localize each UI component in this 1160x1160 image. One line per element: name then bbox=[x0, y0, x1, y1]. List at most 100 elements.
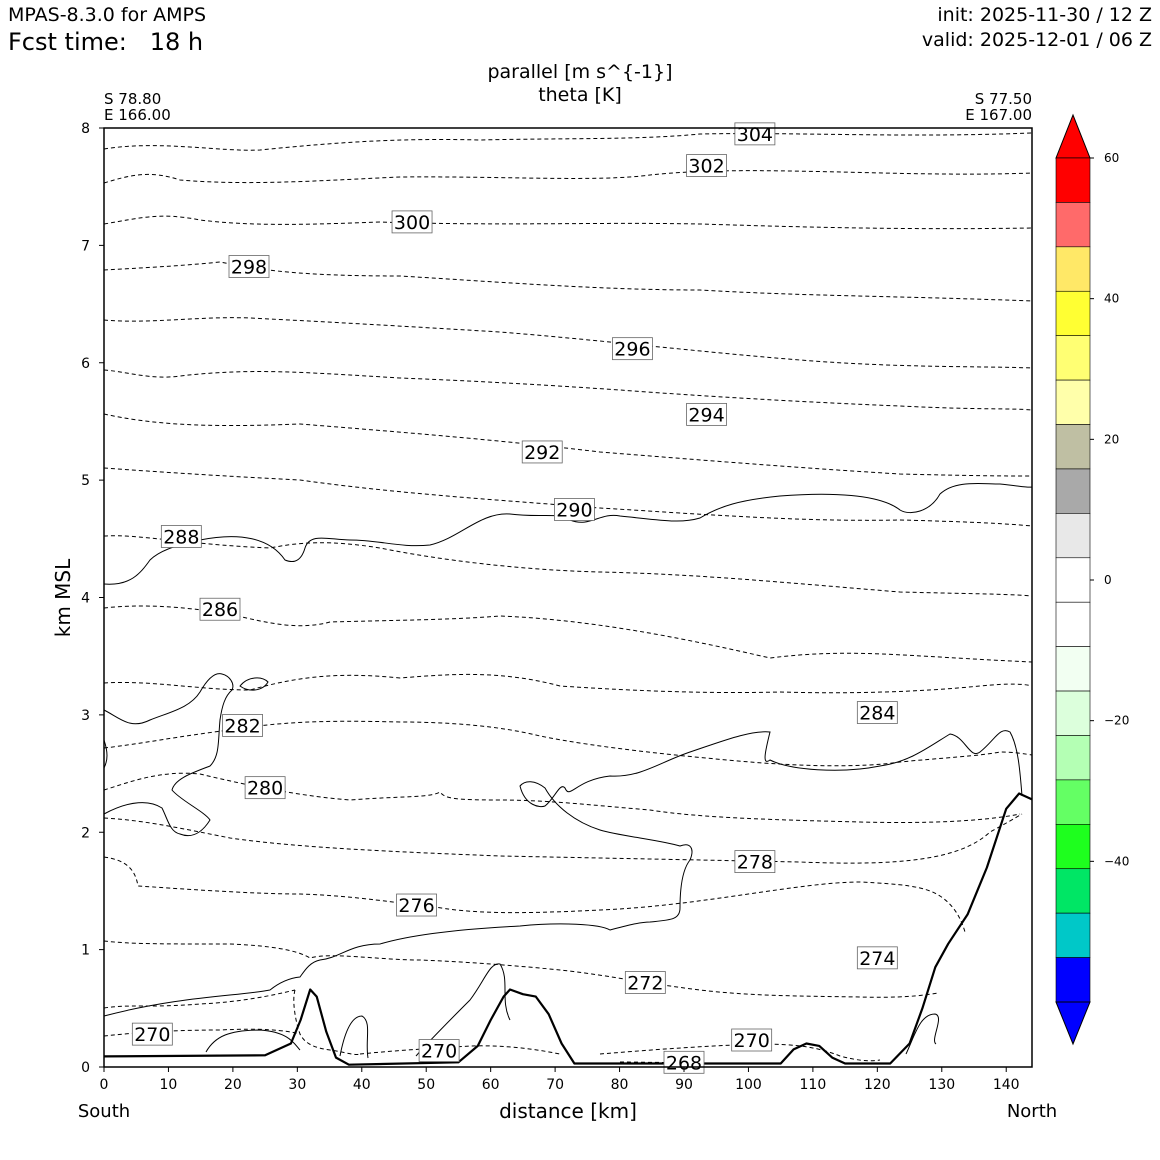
contour-label-text: 270 bbox=[734, 1030, 770, 1052]
contour-label-text: 290 bbox=[556, 499, 592, 521]
contour-label-text: 300 bbox=[394, 212, 430, 234]
y-tick-label: 6 bbox=[81, 356, 90, 372]
theta-contour-label: 270 bbox=[731, 1028, 773, 1052]
colorbar-tick-label: 20 bbox=[1104, 432, 1119, 446]
colorbar-top-arrow bbox=[1055, 113, 1091, 159]
colorbar-segment bbox=[1055, 513, 1091, 559]
x-tick-label: 90 bbox=[675, 1077, 693, 1093]
terrain-line bbox=[103, 792, 1033, 1066]
contour-label-box bbox=[160, 525, 202, 548]
theta-contour-label: 288 bbox=[160, 525, 202, 548]
contour-label-text: 272 bbox=[627, 972, 663, 994]
colorbar-segment bbox=[1055, 868, 1091, 914]
y-tick-label: 2 bbox=[81, 825, 90, 841]
colorbar-segment bbox=[1055, 779, 1091, 825]
x-tick-label: 50 bbox=[417, 1077, 435, 1093]
x-tick-label: 110 bbox=[800, 1077, 827, 1093]
x-tick-label: 100 bbox=[735, 1077, 762, 1093]
colorbar-segment bbox=[1055, 424, 1091, 470]
parallel-wind-contours bbox=[103, 482, 1033, 1059]
theta-contour-label: 278 bbox=[734, 850, 776, 874]
x-tick-label: 120 bbox=[864, 1077, 891, 1093]
contour-label-box bbox=[554, 498, 595, 521]
contour-label-text: 302 bbox=[688, 156, 724, 178]
colorbar-tick-label: 0 bbox=[1104, 573, 1112, 587]
contour-label-box bbox=[228, 255, 270, 278]
contour-label-text: 270 bbox=[421, 1041, 457, 1063]
forecast-time-value: 18 h bbox=[149, 28, 204, 56]
y-axis-label: km MSL bbox=[51, 558, 75, 637]
colorbar-segment bbox=[1055, 646, 1091, 692]
valid-time: valid: 2025-12-01 / 06 Z bbox=[921, 29, 1152, 51]
forecast-time: Fcst time: 18 h bbox=[8, 28, 203, 56]
theta-contour-label: 286 bbox=[199, 597, 241, 621]
theta-contour-labels: 304 302 300 298 296 294 292 290 288 286 284 282 280 2… bbox=[131, 122, 898, 1074]
theta-contour-label: 280 bbox=[244, 776, 286, 800]
y-tick-label: 4 bbox=[81, 591, 90, 607]
contour-label-text: 298 bbox=[231, 257, 267, 279]
contour-label-box bbox=[663, 1050, 705, 1074]
y-tick-label: 8 bbox=[81, 121, 90, 137]
y-tick-label: 1 bbox=[81, 943, 90, 959]
y-tick-label: 3 bbox=[81, 708, 90, 724]
colorbar-segment bbox=[1055, 246, 1091, 292]
contour-label-box bbox=[686, 402, 727, 426]
theta-contour-label: 268 bbox=[663, 1050, 705, 1074]
x-axis-ticks: 0 10 20 30 40 50 60 70 80 90 100 110 120 130 140 bbox=[100, 1067, 1020, 1093]
contour-label-text: 288 bbox=[163, 526, 199, 548]
x-tick-label: 10 bbox=[160, 1077, 178, 1093]
theta-contour-label: 304 bbox=[734, 122, 776, 146]
theta-contour-label: 296 bbox=[612, 337, 653, 361]
colorbar-segment bbox=[1055, 735, 1091, 781]
x-tick-label: 140 bbox=[993, 1077, 1020, 1093]
colorbar-segment bbox=[1055, 824, 1091, 870]
north-label: North bbox=[1007, 1101, 1057, 1122]
contour-label-box bbox=[731, 1028, 773, 1052]
y-axis-ticks: 0 1 2 3 4 5 6 7 8 bbox=[81, 121, 104, 1076]
colorbar-segment bbox=[1055, 690, 1091, 736]
y-tick-label: 0 bbox=[81, 1060, 90, 1076]
theta-contour-label: 292 bbox=[521, 440, 563, 464]
chart-title-line2: theta [K] bbox=[538, 84, 622, 106]
contour-label-text: 296 bbox=[614, 339, 650, 361]
contour-label-text: 268 bbox=[666, 1052, 702, 1074]
south-label: South bbox=[78, 1101, 130, 1122]
y-tick-label: 5 bbox=[81, 473, 90, 489]
forecast-time-label: Fcst time: bbox=[8, 28, 127, 56]
x-tick-label: 80 bbox=[611, 1077, 629, 1093]
colorbar-bottom-arrow bbox=[1055, 1001, 1091, 1046]
colorbar-tick-label: −40 bbox=[1104, 854, 1129, 868]
contour-label-text: 304 bbox=[737, 124, 773, 146]
colorbar-segment bbox=[1055, 468, 1091, 514]
theta-contour-label: 302 bbox=[686, 154, 727, 178]
contour-label-box bbox=[222, 714, 263, 737]
right-endpoint-lon: E 167.00 bbox=[965, 106, 1032, 124]
colorbar-tick-label: 40 bbox=[1104, 292, 1119, 306]
x-tick-label: 60 bbox=[482, 1077, 500, 1093]
contour-label-text: 286 bbox=[202, 599, 238, 621]
contour-label-text: 270 bbox=[134, 1024, 170, 1046]
left-endpoint-lat: S 78.80 bbox=[104, 90, 161, 108]
contour-label-box bbox=[521, 440, 563, 464]
colorbar-segment bbox=[1055, 157, 1091, 203]
x-tick-label: 40 bbox=[353, 1077, 371, 1093]
contour-label-box bbox=[391, 210, 433, 234]
theta-contour-label: 300 bbox=[391, 210, 433, 234]
theta-contour-label: 290 bbox=[554, 498, 595, 521]
contour-label-text: 274 bbox=[859, 948, 895, 970]
terrain-outline bbox=[103, 792, 1033, 1066]
contour-label-box bbox=[856, 946, 898, 970]
contour-label-text: 292 bbox=[524, 442, 560, 464]
theta-contour-label: 282 bbox=[222, 714, 263, 737]
colorbar: 60 40 20 0 −20 −40 bbox=[1055, 113, 1129, 1046]
x-tick-label: 0 bbox=[100, 1077, 109, 1093]
theta-contour-label: 276 bbox=[396, 893, 437, 917]
x-tick-label: 70 bbox=[546, 1077, 564, 1093]
colorbar-segment bbox=[1055, 202, 1091, 248]
colorbar-segment bbox=[1055, 335, 1091, 381]
colorbar-segment bbox=[1055, 601, 1091, 647]
theta-contour-label: 284 bbox=[856, 701, 898, 725]
contour-label-text: 280 bbox=[247, 778, 283, 800]
contour-label-text: 294 bbox=[688, 404, 724, 426]
